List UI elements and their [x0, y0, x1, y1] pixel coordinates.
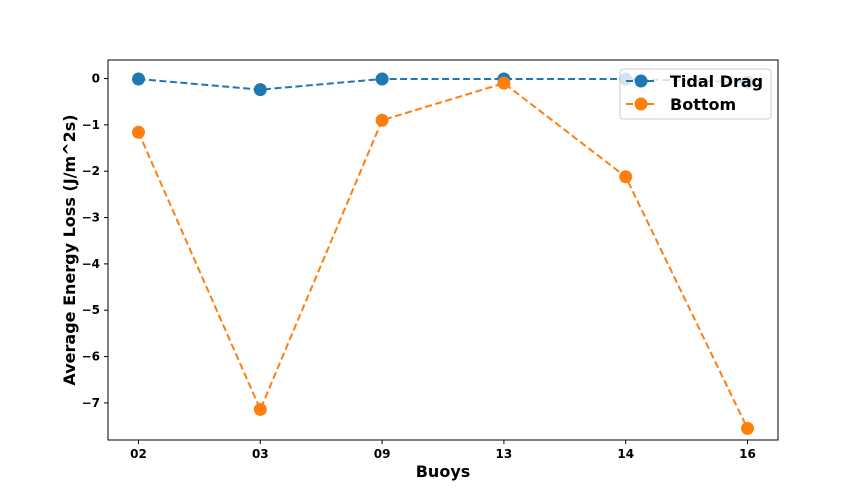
legend: Tidal Drag Bottom	[619, 68, 772, 120]
data-point-bottom	[497, 76, 511, 90]
x-axis-ticks: 02 03 09 13 14 16	[130, 440, 756, 461]
data-point-tidal-drag	[253, 83, 267, 97]
plot-area	[107, 59, 779, 441]
y-tick-label: 0	[92, 72, 100, 86]
data-point-tidal-drag	[375, 72, 389, 86]
y-tick-label: −1	[82, 118, 100, 132]
x-tick-label: 13	[496, 447, 513, 461]
y-axis-label: Average Energy Loss (J/m^2s)	[60, 114, 79, 385]
data-point-bottom	[741, 421, 754, 435]
y-tick-label: −4	[82, 257, 100, 271]
series-bottom	[132, 76, 754, 435]
legend-marker	[634, 97, 648, 111]
data-point-bottom	[619, 170, 633, 184]
y-tick-label: −5	[82, 303, 100, 317]
legend-label: Tidal Drag	[670, 72, 763, 91]
y-axis-ticks: 0 −1 −2 −3 −4 −5 −6 −7	[82, 72, 108, 410]
x-tick-label: 02	[130, 447, 147, 461]
legend-item-bottom: Bottom	[626, 95, 736, 114]
y-tick-label: −7	[82, 396, 100, 410]
x-axis-label: Buoys	[416, 462, 471, 481]
y-tick-label: −3	[82, 211, 100, 225]
legend-item-tidal-drag: Tidal Drag	[626, 72, 763, 91]
legend-frame	[619, 68, 772, 120]
data-point-bottom	[253, 402, 267, 416]
y-tick-label: −6	[82, 350, 100, 364]
series-line-bottom	[137, 82, 749, 429]
x-tick-label: 16	[739, 447, 756, 461]
x-tick-label: 14	[617, 447, 634, 461]
data-point-bottom	[375, 113, 389, 127]
data-point-tidal-drag	[132, 72, 145, 86]
legend-marker	[634, 74, 648, 88]
y-tick-label: −2	[82, 164, 100, 178]
x-tick-label: 03	[252, 447, 269, 461]
legend-label: Bottom	[670, 95, 736, 114]
x-tick-label: 09	[374, 447, 391, 461]
data-point-bottom	[132, 125, 145, 139]
